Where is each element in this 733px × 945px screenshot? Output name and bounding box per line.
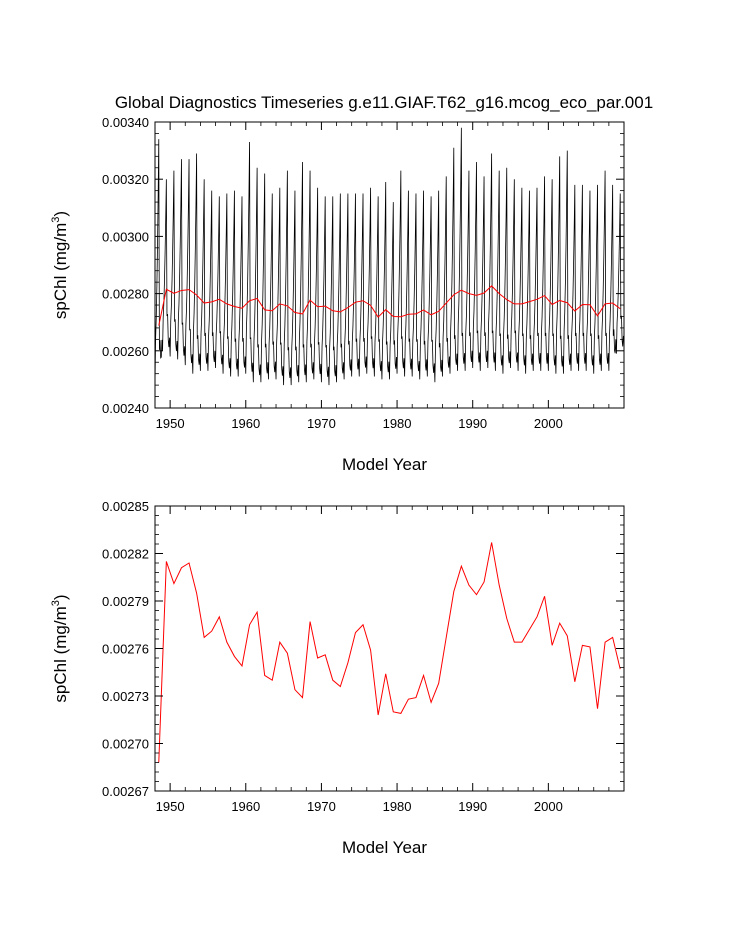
x-tick-label: 1990 <box>458 799 487 814</box>
tick-marks <box>154 121 624 409</box>
y-tick-label: 0.00279 <box>102 594 149 609</box>
y-axis-title: spChl (mg/m3) <box>50 594 70 702</box>
y-tick-label: 0.00285 <box>102 499 149 514</box>
x-tick-label: 1980 <box>383 799 412 814</box>
y-axis-title-superscript: 3 <box>50 217 62 223</box>
y-tick-label: 0.00270 <box>102 737 149 752</box>
x-tick-label: 1950 <box>156 799 185 814</box>
y-axis-title: spChl (mg/m3) <box>50 211 70 319</box>
timeseries-panel-top: 1950 1960 1970 1980 1990 2000 0.00240 0.00260 0.… <box>50 115 625 474</box>
y-axis-title-superscript: 3 <box>50 600 62 606</box>
timeseries-panel-bottom: 1950 1960 1970 1980 1990 2000 0.00267 0.00270 0.… <box>50 499 625 857</box>
annual-mean-line <box>158 542 621 763</box>
tick-marks <box>154 505 624 792</box>
y-tick-label: 0.00240 <box>102 401 149 416</box>
y-tick-label: 0.00320 <box>102 172 149 187</box>
series-group <box>158 542 621 763</box>
y-tick-label: 0.00276 <box>102 642 149 657</box>
y-tick-label: 0.00282 <box>102 547 149 562</box>
x-axis-title: Model Year <box>342 455 427 474</box>
y-axis-title-main: spChl (mg/m <box>51 606 70 702</box>
x-tick-label: 1970 <box>307 799 336 814</box>
y-tick-label: 0.00273 <box>102 689 149 704</box>
x-axis-title: Model Year <box>342 838 427 857</box>
x-tick-label: 2000 <box>534 799 563 814</box>
y-tick-label: 0.00267 <box>102 784 149 799</box>
y-tick-label: 0.00340 <box>102 115 149 130</box>
x-tick-label: 1980 <box>383 416 412 431</box>
annual-mean-line <box>158 285 621 326</box>
y-tick-label: 0.00260 <box>102 344 149 359</box>
plot-frame <box>154 121 625 409</box>
y-axis-title-main: spChl (mg/m <box>51 223 70 319</box>
y-tick-label: 0.00300 <box>102 229 149 244</box>
y-axis-title-close: ) <box>51 211 70 217</box>
x-tick-label: 1950 <box>156 416 185 431</box>
chart-title: Global Diagnostics Timeseries g.e11.GIAF… <box>115 93 653 112</box>
x-tick-label: 1970 <box>307 416 336 431</box>
y-axis-title-close: ) <box>51 594 70 600</box>
x-tick-label: 1990 <box>458 416 487 431</box>
series-group <box>155 127 624 386</box>
x-tick-label: 1960 <box>231 799 260 814</box>
x-tick-label: 2000 <box>534 416 563 431</box>
monthly-series-line <box>155 127 624 386</box>
x-tick-label: 1960 <box>231 416 260 431</box>
y-tick-label: 0.00280 <box>102 287 149 302</box>
